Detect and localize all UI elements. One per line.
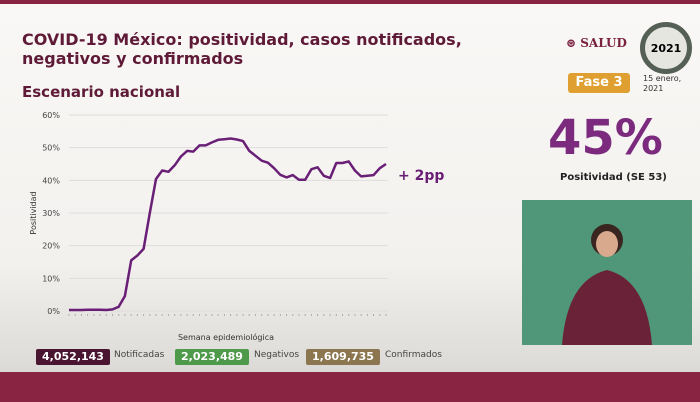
- page-title: COVID-19 México: positividad, casos noti…: [22, 30, 462, 68]
- y-tick-label: 20%: [42, 242, 60, 251]
- salud-logo: ⊛ SALUD: [566, 36, 627, 50]
- confirmed-count: 1,609,735: [306, 349, 380, 365]
- y-axis-label: Positividad: [29, 191, 38, 234]
- y-tick-label: 0%: [47, 307, 60, 316]
- change-annotation: + 2pp: [398, 168, 444, 184]
- bottom-bar: [0, 372, 700, 402]
- notified-label: Notificadas: [114, 350, 165, 360]
- interpreter-figure: [562, 224, 652, 345]
- notified-count: 4,052,143: [36, 349, 110, 365]
- y-tick-label: 50%: [42, 144, 60, 153]
- x-axis-label: Semana epidemiológica: [178, 332, 274, 342]
- negative-count: 2,023,489: [175, 349, 249, 365]
- confirmed-label: Confirmados: [385, 350, 442, 360]
- phase-badge: Fase 3: [568, 73, 630, 93]
- positivity-label: Positividad (SE 53): [560, 172, 667, 183]
- positivity-chart: 0% 10% 20% 30% 40% 50% 60% Positividad Semana …: [29, 111, 444, 342]
- y-tick-label: 60%: [42, 111, 60, 120]
- year-seal: 2021: [640, 22, 692, 74]
- sign-language-interpreter-video: [522, 200, 692, 345]
- date: 15 enero, 2021: [643, 74, 682, 93]
- y-tick-label: 40%: [42, 176, 60, 185]
- positivity-value: 45%: [548, 110, 663, 166]
- positivity-line: [69, 137, 387, 312]
- negative-label: Negativos: [254, 350, 300, 360]
- y-tick-label: 10%: [42, 274, 60, 283]
- y-tick-label: 30%: [42, 209, 60, 218]
- top-bar: [0, 0, 700, 4]
- page-subtitle: Escenario nacional: [22, 83, 181, 101]
